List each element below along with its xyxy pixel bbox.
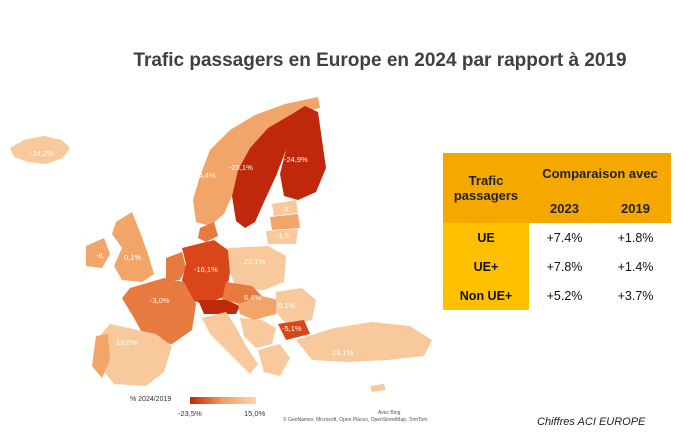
region-uk	[112, 212, 154, 282]
map-label-sweden: -23,1%	[229, 163, 253, 172]
region-latvia	[270, 214, 300, 230]
map-label-norway: -4,4%	[196, 171, 216, 180]
table-row-label: Non UE+	[443, 281, 529, 310]
table-corner-label: Trafic passagers	[443, 153, 529, 223]
region-portugal	[92, 334, 110, 378]
region-lithuania	[266, 229, 298, 244]
bing-credit: Avec Bing	[378, 410, 401, 416]
region-poland	[228, 246, 286, 290]
region-ireland	[86, 238, 110, 268]
table-cell: +3.7%	[600, 281, 671, 310]
region-italy	[202, 312, 258, 374]
map-label-france: -3,0%	[150, 296, 170, 305]
region-turkey	[296, 322, 432, 362]
legend-color-scale	[190, 397, 256, 404]
region-finland	[280, 106, 326, 200]
table-cell: +5.2%	[529, 281, 600, 310]
region-bulgaria	[278, 320, 310, 340]
table-group-header: Comparaison avec	[529, 153, 671, 193]
map-label-estonia: -7	[282, 205, 289, 214]
table-row: UE+ +7.8% +1.4%	[443, 252, 671, 281]
map-label-uk: 0,1%	[124, 253, 141, 262]
region-iceland	[10, 136, 70, 164]
map-attribution: © GeoNames, Microsoft, Open Places, Open…	[283, 417, 428, 423]
map-label-germany: -16,1%	[194, 265, 218, 274]
map-label-latvia: -1,6	[276, 231, 289, 240]
table-row: UE +7.4% +1.8%	[443, 223, 671, 252]
map-label-ireland: -8,	[96, 251, 105, 260]
comparison-table: Trafic passagers Comparaison avec 2023 2…	[443, 153, 671, 310]
table-cell: +7.4%	[529, 223, 600, 252]
table-cell: +7.8%	[529, 252, 600, 281]
map-label-spain: 13,0%	[116, 338, 138, 347]
legend-title: % 2024/2019	[130, 396, 172, 403]
table-row: Non UE+ +5.2% +3.7%	[443, 281, 671, 310]
table-col-2023: 2023	[529, 193, 600, 223]
region-cyprus	[370, 384, 386, 392]
legend-min-label: -23,5%	[178, 409, 202, 418]
map-label-hungary: 6,4%	[244, 293, 261, 302]
region-germany	[182, 240, 230, 304]
region-sweden	[232, 114, 300, 228]
region-denmark	[198, 222, 218, 242]
region-hungary	[238, 296, 278, 320]
region-greece	[258, 344, 290, 376]
region-benelux	[166, 252, 186, 280]
source-note: Chiffres ACI EUROPE	[537, 416, 646, 428]
region-norway	[193, 97, 320, 226]
map-label-bulgaria: -5,1%	[282, 324, 302, 333]
region-balkans	[240, 318, 276, 348]
map-label-poland: 22,1%	[244, 257, 266, 266]
region-estonia	[272, 200, 298, 216]
region-romania	[276, 288, 316, 324]
region-france	[122, 278, 196, 344]
map-label-iceland: -24,2%	[30, 149, 54, 158]
map-label-romania: 8,1%	[278, 301, 295, 310]
region-spain	[96, 324, 172, 386]
legend-max-label: 15,0%	[244, 409, 266, 418]
table-row-label: UE+	[443, 252, 529, 281]
table-cell: +1.4%	[600, 252, 671, 281]
map-title: Trafic passagers en Europe en 2024 par r…	[133, 50, 627, 71]
table-cell: +1.8%	[600, 223, 671, 252]
map-label-finland: -24,9%	[284, 155, 308, 164]
region-czechia	[222, 282, 262, 304]
region-austria	[198, 300, 240, 314]
map-label-turkey: 23,1%	[332, 348, 354, 357]
table-col-2019: 2019	[600, 193, 671, 223]
table-row-label: UE	[443, 223, 529, 252]
